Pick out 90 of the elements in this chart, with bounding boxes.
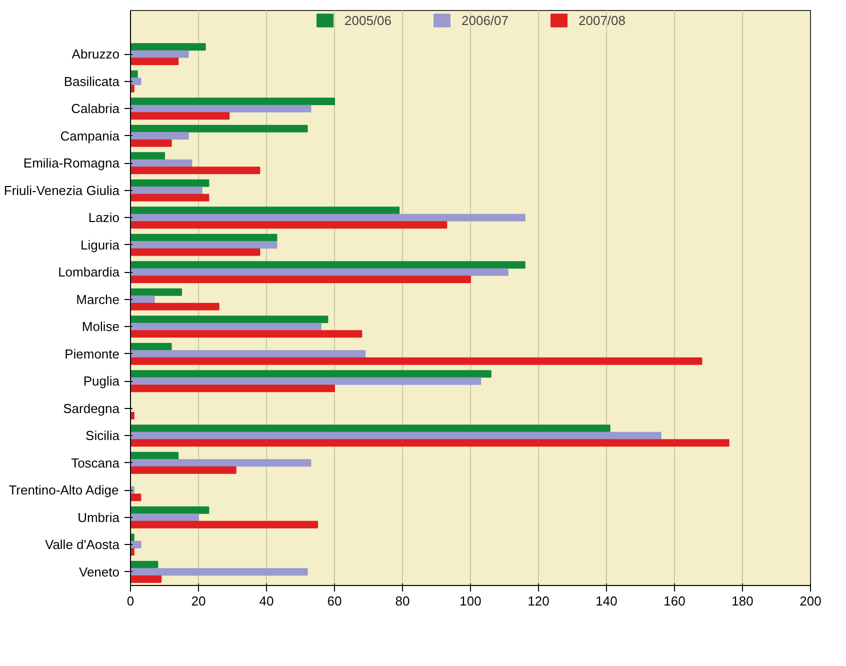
bar bbox=[130, 124, 308, 132]
bar bbox=[130, 50, 189, 58]
bar bbox=[130, 186, 202, 194]
y-tick-label: Sicilia bbox=[86, 428, 120, 444]
bar bbox=[130, 506, 210, 514]
bar bbox=[130, 58, 179, 66]
legend-label: 2005/06 bbox=[344, 12, 392, 28]
bar bbox=[130, 166, 260, 174]
x-tick-label: 140 bbox=[596, 594, 618, 608]
y-tick-label: Campania bbox=[60, 128, 120, 144]
bar bbox=[130, 234, 278, 242]
x-tick-label: 0 bbox=[126, 594, 134, 608]
bar bbox=[130, 540, 142, 548]
x-tick-label: 100 bbox=[460, 594, 482, 608]
bar bbox=[130, 70, 138, 78]
y-tick-label: Lombardia bbox=[58, 264, 120, 280]
y-tick-label: Piemonte bbox=[64, 346, 120, 362]
y-tick-label: Basilicata bbox=[64, 74, 120, 89]
bar bbox=[130, 98, 335, 106]
bar bbox=[130, 302, 220, 310]
bar bbox=[130, 466, 236, 474]
bar bbox=[130, 288, 182, 296]
bar bbox=[130, 568, 308, 576]
bar bbox=[130, 439, 730, 447]
bar bbox=[130, 322, 322, 330]
x-tick-label: 160 bbox=[664, 594, 686, 608]
y-tick-label: Abruzzo bbox=[72, 46, 120, 62]
bar bbox=[130, 357, 702, 365]
bar bbox=[130, 268, 508, 276]
bar bbox=[130, 330, 362, 338]
bar bbox=[130, 248, 260, 256]
bar bbox=[130, 548, 134, 556]
bar bbox=[130, 78, 142, 86]
y-tick-label: Calabria bbox=[71, 101, 120, 116]
bar bbox=[130, 43, 206, 51]
bar bbox=[130, 214, 526, 222]
bar bbox=[130, 112, 230, 120]
bar bbox=[130, 296, 155, 304]
bar bbox=[130, 132, 189, 140]
bar bbox=[130, 494, 142, 502]
y-tick-label: Liguria bbox=[80, 237, 120, 252]
bar bbox=[130, 261, 526, 269]
bar bbox=[130, 575, 162, 583]
y-tick-label: Umbria bbox=[78, 510, 120, 525]
y-tick-label: Emilia-Romagna bbox=[23, 156, 120, 171]
y-tick-label: Marche bbox=[76, 292, 120, 307]
x-tick-label: 120 bbox=[528, 594, 550, 608]
x-tick-label: 60 bbox=[327, 594, 342, 608]
bar bbox=[130, 152, 165, 160]
bar bbox=[130, 159, 192, 167]
y-tick-label: Veneto bbox=[79, 564, 120, 580]
x-tick-label: 180 bbox=[732, 594, 754, 608]
y-tick-label: Lazio bbox=[88, 210, 120, 226]
x-tick-label: 20 bbox=[191, 594, 206, 608]
bar bbox=[130, 520, 318, 528]
x-tick-label: 200 bbox=[800, 594, 822, 608]
bar bbox=[130, 206, 400, 214]
bar bbox=[130, 139, 172, 147]
bar bbox=[130, 424, 610, 432]
y-tick-label: Molise bbox=[82, 319, 120, 334]
bar bbox=[130, 412, 134, 420]
x-tick-label: 40 bbox=[259, 594, 274, 608]
bar bbox=[130, 221, 448, 229]
bar bbox=[130, 452, 179, 460]
bar bbox=[130, 350, 366, 358]
y-tick-label: Valle d'Aosta bbox=[44, 537, 120, 552]
bar bbox=[130, 194, 210, 202]
y-tick-label: Puglia bbox=[83, 374, 120, 389]
bar bbox=[130, 514, 199, 522]
y-tick-label: Sardegna bbox=[63, 400, 120, 416]
legend-label: 2006/07 bbox=[462, 12, 508, 28]
bar bbox=[130, 342, 172, 350]
bar bbox=[130, 241, 278, 249]
bar bbox=[130, 534, 134, 542]
bar bbox=[130, 84, 134, 92]
y-tick-label: Trentino-Alto Adige bbox=[8, 482, 119, 498]
bar bbox=[130, 316, 328, 324]
bar bbox=[130, 370, 492, 378]
bar bbox=[130, 104, 312, 112]
legend-label: 2007/08 bbox=[578, 12, 626, 28]
y-tick-label: Toscana bbox=[71, 455, 120, 470]
bar bbox=[130, 276, 471, 284]
x-tick-label: 80 bbox=[395, 594, 410, 608]
y-tick-label: Friuli-Venezia Giulia bbox=[4, 182, 120, 198]
bar bbox=[130, 377, 482, 385]
bar bbox=[130, 432, 662, 440]
bar bbox=[130, 384, 335, 392]
bar bbox=[130, 459, 312, 467]
bar bbox=[130, 560, 158, 568]
bar bbox=[130, 179, 210, 187]
